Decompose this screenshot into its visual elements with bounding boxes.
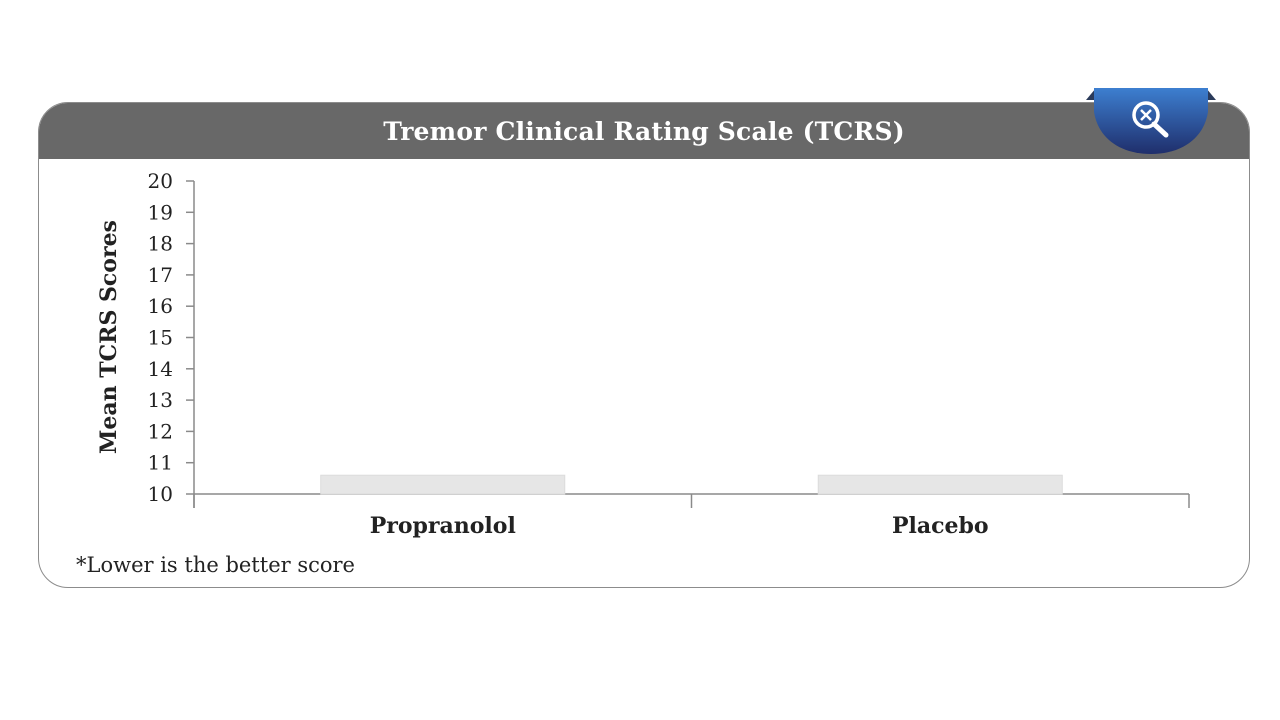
x-category-label: Propranolol bbox=[370, 513, 516, 539]
y-tick-label: 11 bbox=[148, 451, 173, 475]
y-tick-label: 18 bbox=[148, 232, 173, 256]
zoom-button[interactable] bbox=[1086, 88, 1216, 154]
y-tick-label: 12 bbox=[148, 419, 173, 443]
panel-header: Tremor Clinical Rating Scale (TCRS) bbox=[39, 103, 1249, 159]
y-tick-label: 10 bbox=[148, 482, 173, 506]
bar-propranolol bbox=[320, 474, 566, 495]
y-tick-label: 20 bbox=[148, 169, 173, 193]
y-tick-label: 14 bbox=[148, 357, 173, 381]
y-tick-label: 17 bbox=[148, 263, 173, 287]
y-tick-label: 15 bbox=[148, 326, 173, 350]
zoom-out-magnifier-icon bbox=[1132, 101, 1169, 138]
y-tick-label: 19 bbox=[148, 200, 173, 224]
y-tick-label: 16 bbox=[148, 294, 173, 318]
panel-title: Tremor Clinical Rating Scale (TCRS) bbox=[383, 116, 905, 146]
footnote: *Lower is the better score bbox=[76, 553, 355, 577]
chart-panel: Tremor Clinical Rating Scale (TCRS) bbox=[38, 102, 1250, 588]
y-axis-label: Mean TCRS Scores bbox=[96, 220, 122, 454]
bar-placebo bbox=[817, 474, 1063, 495]
y-tick-label: 13 bbox=[148, 388, 173, 412]
x-category-label: Placebo bbox=[892, 513, 989, 539]
